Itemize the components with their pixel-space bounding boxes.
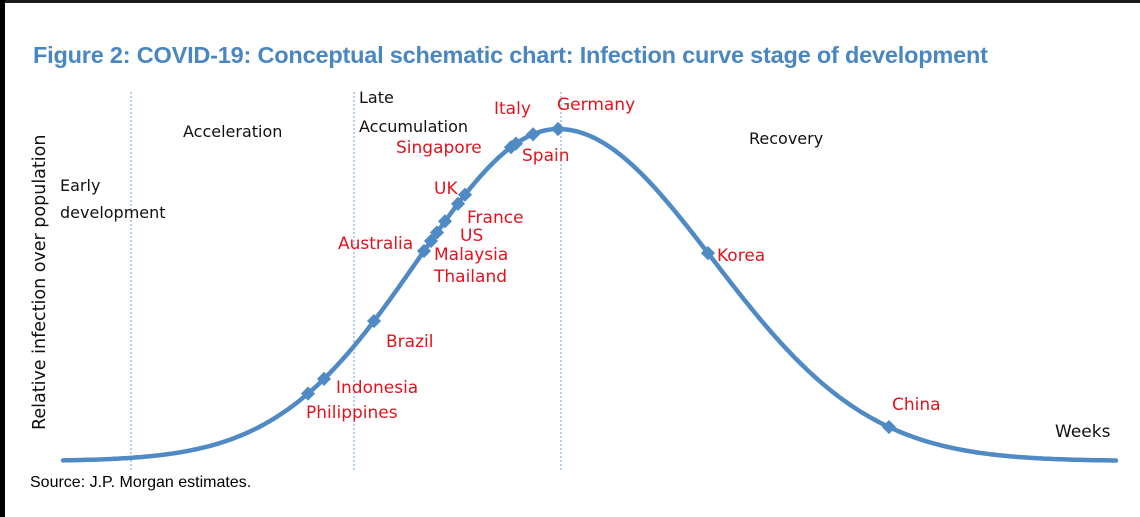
- country-label-philippines: Philippines: [306, 403, 398, 423]
- stage-label-late-line2: Accumulation: [359, 117, 468, 136]
- country-label-france: France: [467, 208, 524, 228]
- country-label-china: China: [892, 395, 941, 415]
- top-border: [0, 0, 1140, 3]
- source-note: Source: J.P. Morgan estimates.: [30, 474, 252, 491]
- stage-label-early-line1: Early: [60, 176, 100, 195]
- curve-marker-brazil: [366, 313, 382, 329]
- stage-label-recovery: Recovery: [749, 129, 823, 148]
- curve-marker-malaysia: [423, 233, 439, 249]
- country-label-korea: Korea: [717, 246, 765, 266]
- country-label-germany: Germany: [557, 95, 635, 115]
- curve-marker-us: [437, 214, 453, 229]
- curve-marker-china: [881, 419, 897, 435]
- stage-label-early-line2: development: [60, 203, 166, 222]
- country-label-italy: Italy: [494, 99, 531, 119]
- curve-marker-uk: [457, 187, 473, 202]
- country-label-spain: Spain: [522, 146, 570, 166]
- curve-marker-korea: [700, 246, 716, 261]
- country-label-us: US: [460, 226, 483, 246]
- curve-marker-italy: [525, 127, 541, 142]
- stage-label-late-line1: Late: [359, 88, 394, 107]
- country-label-indonesia: Indonesia: [336, 378, 418, 398]
- y-axis-label: Relative infection over population: [30, 135, 50, 430]
- country-label-australia: Australia: [338, 234, 413, 254]
- figure-title: Figure 2: COVID-19: Conceptual schematic…: [33, 42, 988, 68]
- x-axis-label: Weeks: [1055, 422, 1111, 442]
- country-label-malaysia: Malaysia: [434, 245, 508, 265]
- stage-label-acceleration: Acceleration: [183, 122, 282, 141]
- curve-marker-australia: [429, 225, 445, 240]
- curve-marker-france: [450, 196, 466, 211]
- country-label-brazil: Brazil: [386, 332, 433, 352]
- country-label-singapore: Singapore: [396, 138, 482, 158]
- curve-marker-thailand: [416, 243, 432, 259]
- country-label-thailand: Thailand: [433, 267, 507, 287]
- infection-curve: [60, 126, 1119, 463]
- left-border: [0, 0, 5, 517]
- country-label-uk: UK: [434, 179, 458, 199]
- curve-marker-germany: [550, 121, 566, 137]
